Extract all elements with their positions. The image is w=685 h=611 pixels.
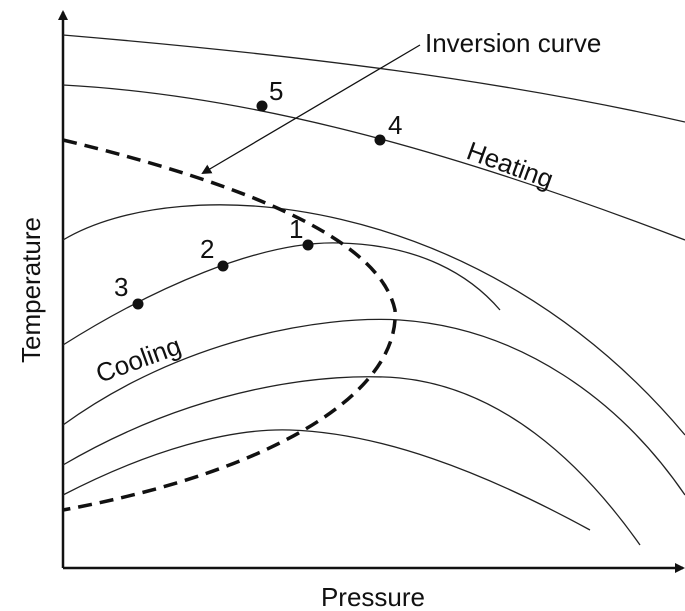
curve xyxy=(62,429,591,531)
inversion-curve xyxy=(62,138,397,512)
curve xyxy=(62,34,685,123)
point xyxy=(374,134,386,146)
y-axis-label: Temperature xyxy=(16,217,46,363)
point xyxy=(256,100,268,112)
point xyxy=(302,239,314,251)
point-label: 3 xyxy=(114,272,128,302)
point-label: 4 xyxy=(388,110,402,140)
curve xyxy=(62,204,685,436)
point-label: 5 xyxy=(269,76,283,106)
annotation: Heating xyxy=(463,135,557,194)
point xyxy=(217,260,229,272)
point-label: 2 xyxy=(200,234,214,264)
point-label: 1 xyxy=(289,214,303,244)
annotation-arrow xyxy=(201,44,421,175)
x-axis-label: Pressure xyxy=(321,582,425,611)
curve xyxy=(62,376,641,546)
curve xyxy=(62,318,685,496)
point xyxy=(132,298,144,310)
curve xyxy=(62,84,685,241)
annotation: Inversion curve xyxy=(425,28,601,58)
isenthalp-curves xyxy=(62,34,685,546)
